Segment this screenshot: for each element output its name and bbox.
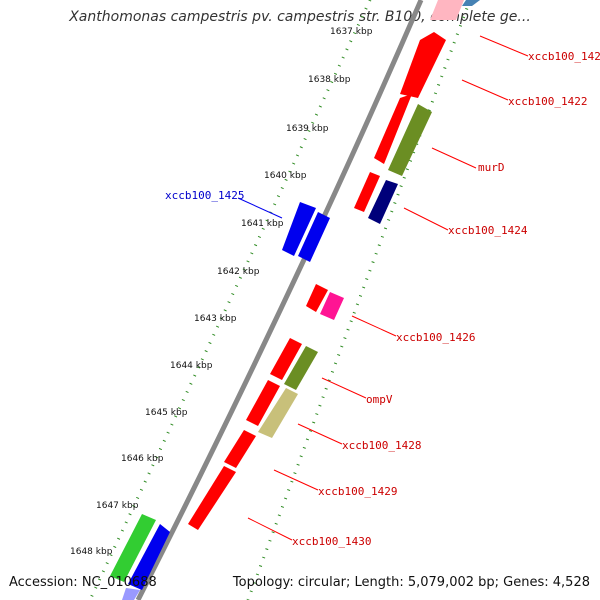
tick-label: 1638 kbp [308, 75, 351, 85]
gene-feature[interactable] [110, 514, 156, 582]
tick-label: 1643 kbp [194, 314, 237, 324]
gene-label[interactable]: xccb100_1426 [396, 331, 475, 344]
leader-line [461, 79, 509, 101]
tick-label: 1637 kbp [330, 27, 373, 37]
leader-line [351, 315, 397, 337]
gene-label[interactable]: xccb100_1429 [318, 485, 397, 498]
gene-label[interactable]: xccb100_1430 [292, 535, 371, 548]
gene-label[interactable]: xccb100_1421 [528, 50, 600, 63]
tick-label: 1648 kbp [70, 547, 113, 557]
tick-labels: 1637 kbp 1638 kbp 1639 kbp 1640 kbp 1641… [70, 27, 373, 557]
leader-line [273, 469, 319, 491]
gene-feature[interactable] [128, 524, 170, 590]
label-leaders [237, 35, 529, 541]
gene-feature[interactable] [270, 338, 302, 380]
gene-feature[interactable] [306, 284, 328, 312]
gene-features[interactable] [110, 0, 480, 600]
tick-label: 1642 kbp [217, 267, 260, 277]
gene-label[interactable]: xccb100_1425 [165, 189, 244, 202]
gene-feature[interactable] [388, 104, 432, 176]
leader-line [247, 517, 293, 541]
gene-feature[interactable] [246, 380, 280, 426]
gene-label[interactable]: ompV [366, 393, 393, 406]
outer-dotted-ring [246, 0, 472, 600]
backbone-ring [135, 0, 424, 600]
tick-label: 1647 kbp [96, 501, 139, 511]
leader-line [237, 197, 283, 219]
gene-feature[interactable] [298, 212, 330, 262]
gene-feature[interactable] [282, 202, 316, 256]
gene-feature[interactable] [284, 346, 318, 390]
gene-feature[interactable] [122, 588, 140, 600]
tick-label: 1646 kbp [121, 454, 164, 464]
tick-label: 1640 kbp [264, 171, 307, 181]
leader-line [297, 423, 343, 445]
gene-labels[interactable]: xccb100_1421 xccb100_1422 murD xccb100_1… [165, 50, 600, 548]
gene-feature[interactable] [354, 172, 380, 212]
gene-feature[interactable] [320, 292, 344, 320]
gene-feature[interactable] [400, 32, 446, 98]
leader-line [321, 377, 367, 399]
gene-feature[interactable] [188, 466, 236, 530]
gene-feature[interactable] [374, 94, 412, 164]
gene-label[interactable]: murD [478, 161, 505, 174]
gene-feature[interactable] [462, 0, 480, 6]
leader-line [479, 35, 529, 57]
gene-feature[interactable] [258, 388, 298, 438]
gene-feature[interactable] [368, 180, 398, 224]
tick-label: 1645 kbp [145, 408, 188, 418]
gene-feature[interactable] [224, 430, 256, 468]
accession-text: Accession: NC_010688 [9, 575, 157, 590]
tick-label: 1639 kbp [286, 124, 329, 134]
tick-label: 1644 kbp [170, 361, 213, 371]
tick-label: 1641 kbp [241, 219, 284, 229]
gene-label[interactable]: xccb100_1422 [508, 95, 587, 108]
leader-line [431, 147, 477, 169]
gene-label[interactable]: xccb100_1424 [448, 224, 528, 237]
gene-label[interactable]: xccb100_1428 [342, 439, 421, 452]
leader-line [403, 207, 449, 231]
gene-feature[interactable] [430, 0, 464, 20]
genome-summary: Topology: circular; Length: 5,079,002 bp… [232, 575, 590, 590]
